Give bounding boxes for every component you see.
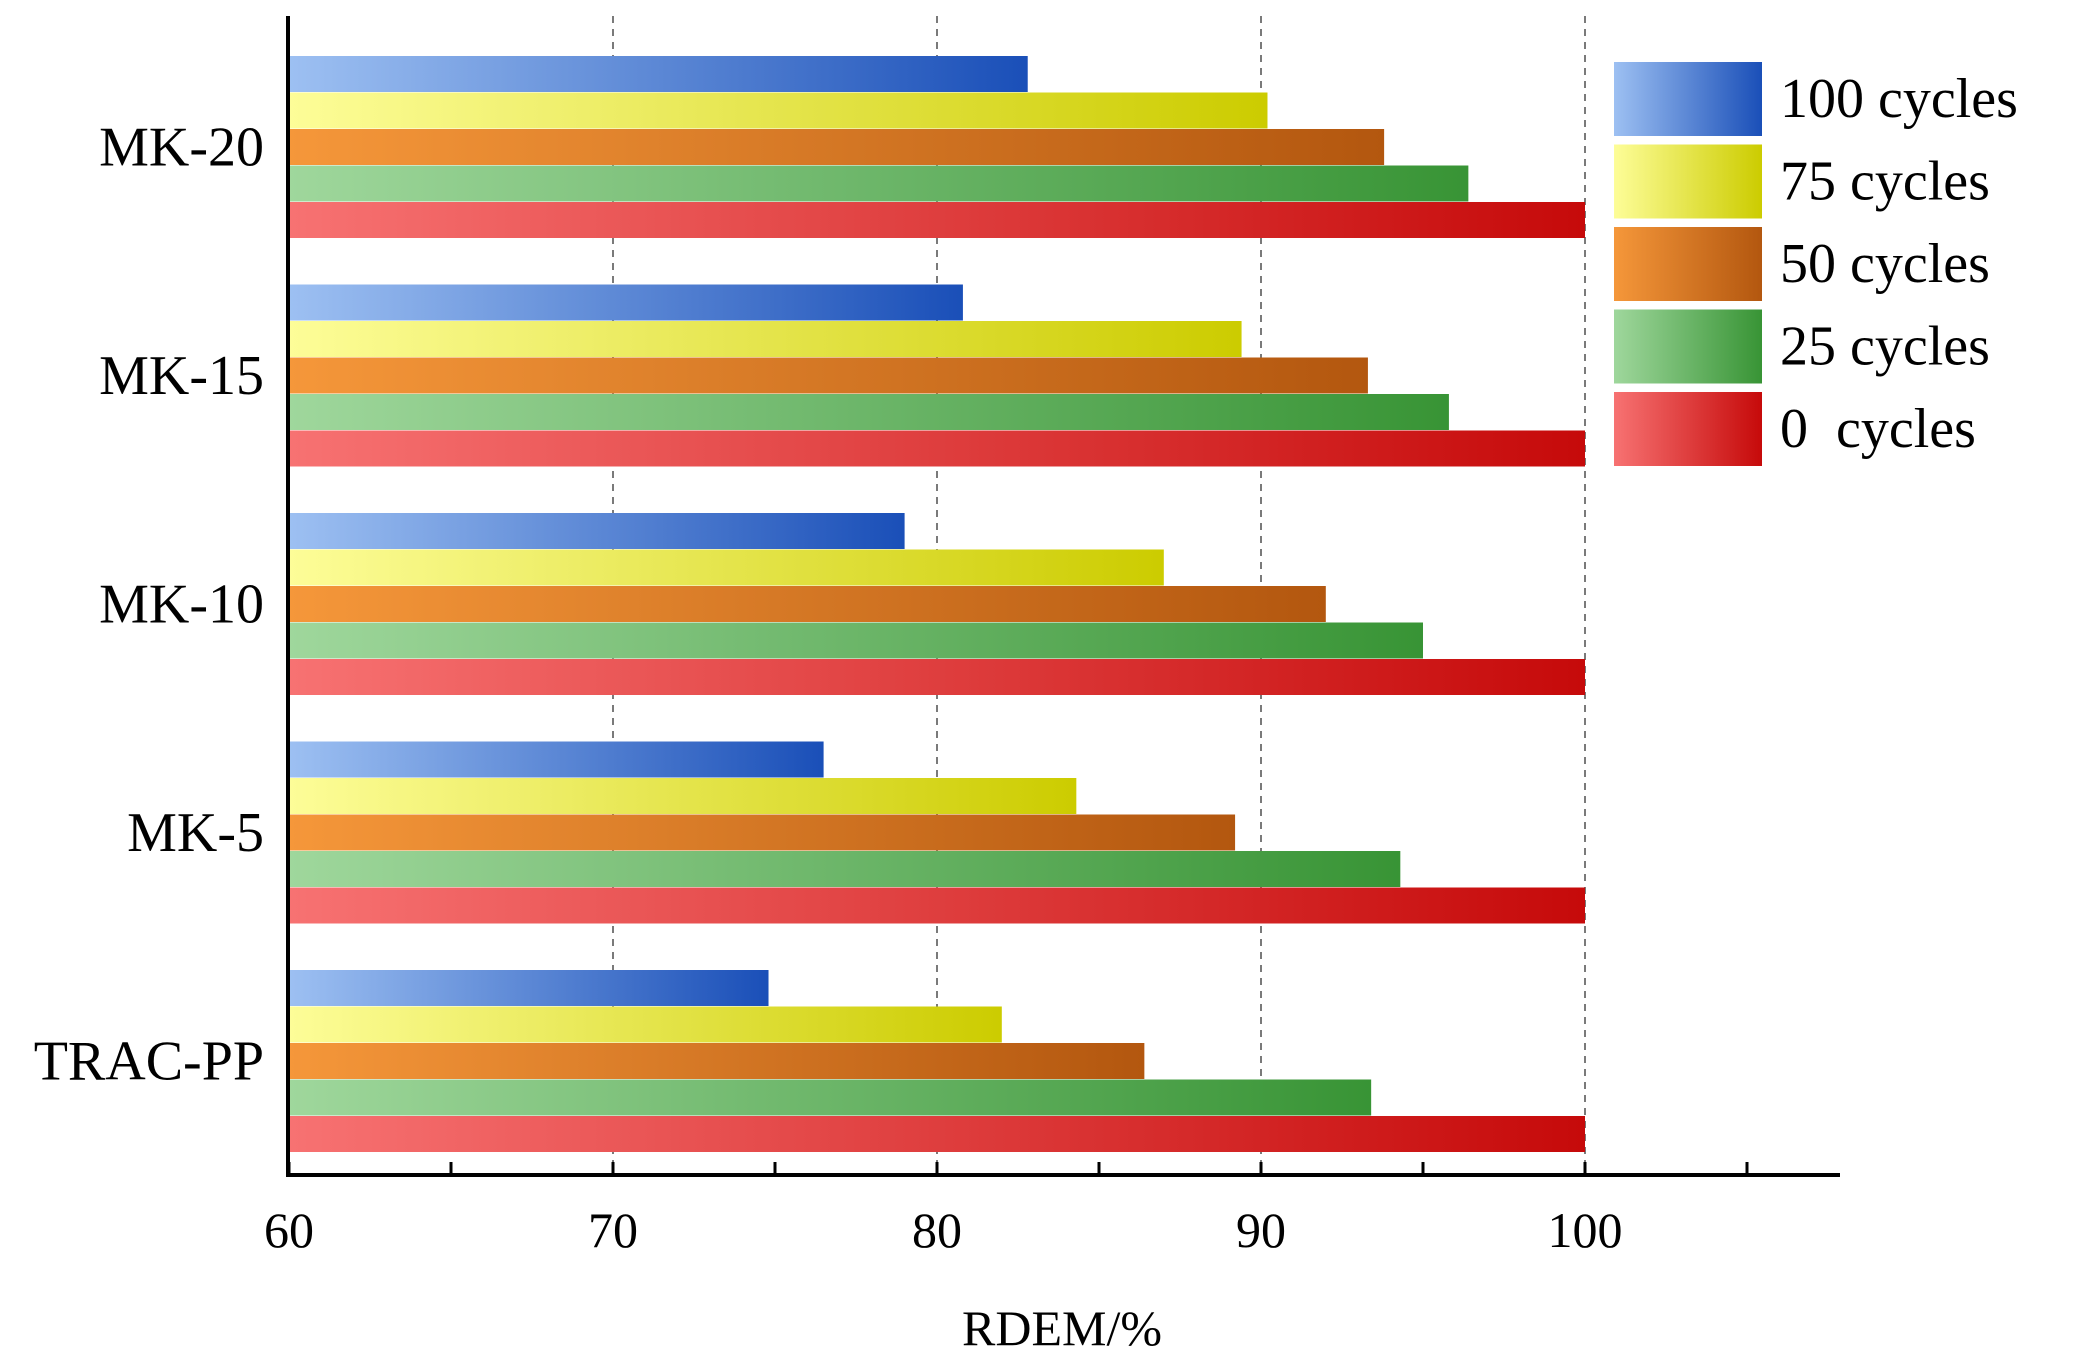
- bar-mk-10-50-cycles: [289, 586, 1326, 622]
- x-tick-label: 60: [264, 1202, 314, 1258]
- category-label: MK-15: [99, 345, 264, 407]
- bar-mk-20-75-cycles: [289, 92, 1268, 129]
- legend-label: 75 cycles: [1780, 151, 1990, 213]
- bar-trac-pp-50-cycles: [289, 1043, 1145, 1079]
- legend-swatch: [1614, 309, 1762, 384]
- bar-mk-10-75-cycles: [289, 549, 1164, 586]
- x-ticks: 60 70 80 90 100: [264, 1162, 1749, 1258]
- bar-mk-15-50-cycles: [289, 357, 1368, 394]
- legend-swatch: [1614, 227, 1762, 301]
- bar-mk-15-100-cycles: [289, 284, 963, 321]
- bar-mk-10-0-cycles: [289, 659, 1585, 695]
- bar-mk-5-100-cycles: [289, 741, 824, 778]
- category-label: TRAC-PP: [34, 1030, 264, 1092]
- bar-trac-pp-75-cycles: [289, 1006, 1002, 1043]
- bar-mk-10-25-cycles: [289, 622, 1423, 659]
- legend-label: 25 cycles: [1780, 316, 1990, 378]
- bar-trac-pp-25-cycles: [289, 1079, 1372, 1116]
- legend-swatch: [1614, 144, 1762, 219]
- legend-label: 50 cycles: [1780, 233, 1990, 295]
- bar-mk-5-25-cycles: [289, 851, 1401, 887]
- x-tick-label: 100: [1548, 1202, 1623, 1258]
- legend: 100 cycles 75 cycles 50 cycles 25 cycles 0 c…: [1614, 62, 2018, 466]
- bar-mk-5-75-cycles: [289, 778, 1077, 814]
- category-label: MK-20: [99, 116, 264, 178]
- y-category-labels: MK-20 MK-15 MK-10 MK-5 TRAC-PP: [34, 116, 264, 1092]
- bar-trac-pp-0-cycles: [289, 1116, 1585, 1152]
- x-tick-label: 80: [912, 1202, 962, 1258]
- bar-mk-10-100-cycles: [289, 513, 905, 549]
- category-label: MK-5: [127, 802, 264, 864]
- bar-mk-20-50-cycles: [289, 129, 1385, 165]
- bar-mk-20-0-cycles: [289, 202, 1585, 238]
- axes: [286, 16, 1840, 1177]
- legend-swatch: [1614, 392, 1762, 466]
- bars: [289, 56, 1585, 1152]
- bar-mk-15-25-cycles: [289, 394, 1449, 430]
- legend-swatch: [1614, 62, 1762, 136]
- category-label: MK-10: [99, 573, 264, 635]
- legend-label: 0 cycles: [1780, 398, 1976, 460]
- bar-mk-20-25-cycles: [289, 165, 1469, 202]
- bar-mk-15-0-cycles: [289, 430, 1585, 467]
- bar-trac-pp-100-cycles: [289, 970, 769, 1006]
- bar-mk-5-0-cycles: [289, 887, 1585, 924]
- bar-mk-5-50-cycles: [289, 814, 1236, 851]
- x-tick-label: 70: [588, 1202, 638, 1258]
- x-tick-label: 90: [1236, 1202, 1286, 1258]
- x-axis-title: RDEM/%: [962, 1300, 1162, 1355]
- legend-label: 100 cycles: [1780, 68, 2018, 130]
- bar-mk-20-100-cycles: [289, 56, 1028, 92]
- bar-mk-15-75-cycles: [289, 321, 1242, 357]
